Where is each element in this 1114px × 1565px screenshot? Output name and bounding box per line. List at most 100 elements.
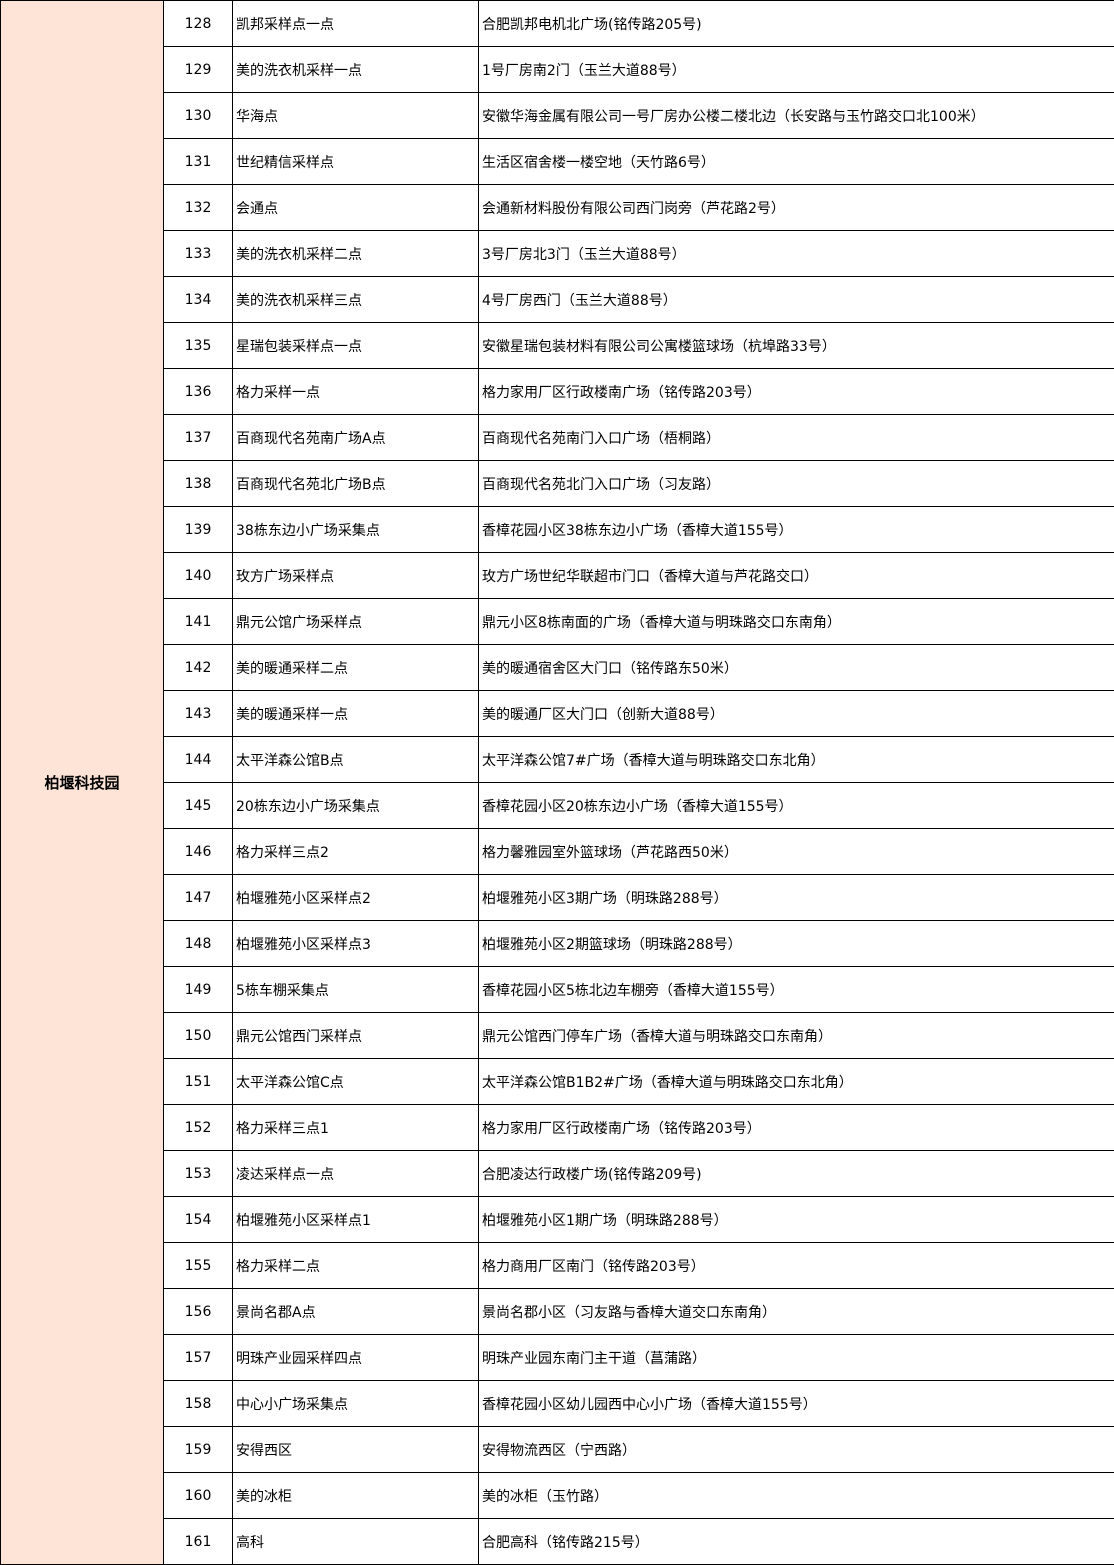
table-row: 156 景尚名郡A点 景尚名郡小区（习友路与香樟大道交口东南角）	[1, 1288, 1114, 1335]
site-name-cell: 世纪精信采样点	[232, 138, 479, 185]
site-name-cell: 鼎元公馆西门采样点	[232, 1012, 479, 1059]
site-name-cell: 美的暖通采样二点	[232, 644, 479, 691]
number-cell: 152	[163, 1104, 233, 1151]
number-cell: 157	[163, 1334, 233, 1381]
table-row: 136 格力采样一点 格力家用厂区行政楼南广场（铭传路203号）	[1, 368, 1114, 415]
address-cell: 香樟花园小区5栋北边车棚旁（香樟大道155号）	[478, 966, 1114, 1013]
number-cell: 144	[163, 736, 233, 783]
address-cell: 生活区宿舍楼一楼空地（天竹路6号）	[478, 138, 1114, 185]
address-cell: 太平洋森公馆B1B2#广场（香樟大道与明珠路交口东北角）	[478, 1058, 1114, 1105]
number-cell: 161	[163, 1518, 233, 1565]
table-row: 131 世纪精信采样点 生活区宿舍楼一楼空地（天竹路6号）	[1, 138, 1114, 185]
site-name-cell: 5栋车棚采集点	[232, 966, 479, 1013]
table-row: 152 格力采样三点1 格力家用厂区行政楼南广场（铭传路203号）	[1, 1104, 1114, 1151]
address-cell: 合肥凯邦电机北广场(铭传路205号)	[478, 0, 1114, 47]
address-cell: 百商现代名苑南门入口广场（梧桐路）	[478, 414, 1114, 461]
number-cell: 134	[163, 276, 233, 323]
table-row: 160 美的冰柜 美的冰柜（玉竹路）	[1, 1472, 1114, 1519]
site-name-cell: 百商现代名苑南广场A点	[232, 414, 479, 461]
table-row: 133 美的洗衣机采样二点 3号厂房北3门（玉兰大道88号）	[1, 230, 1114, 277]
site-name-cell: 会通点	[232, 184, 479, 231]
address-cell: 香樟花园小区幼儿园西中心小广场（香樟大道155号）	[478, 1380, 1114, 1427]
number-cell: 150	[163, 1012, 233, 1059]
number-cell: 154	[163, 1196, 233, 1243]
table-row: 154 柏堰雅苑小区采样点1 柏堰雅苑小区1期广场（明珠路288号）	[1, 1196, 1114, 1243]
address-cell: 格力馨雅园室外篮球场（芦花路西50米）	[478, 828, 1114, 875]
site-name-cell: 38栋东边小广场采集点	[232, 506, 479, 553]
number-cell: 160	[163, 1472, 233, 1519]
address-cell: 安徽星瑞包装材料有限公司公寓楼篮球场（杭埠路33号）	[478, 322, 1114, 369]
table-row: 134 美的洗衣机采样三点 4号厂房西门（玉兰大道88号）	[1, 276, 1114, 323]
table-row: 138 百商现代名苑北广场B点 百商现代名苑北门入口广场（习友路）	[1, 460, 1114, 507]
number-cell: 136	[163, 368, 233, 415]
number-cell: 135	[163, 322, 233, 369]
site-name-cell: 美的洗衣机采样二点	[232, 230, 479, 277]
site-name-cell: 中心小广场采集点	[232, 1380, 479, 1427]
table-row: 139 38栋东边小广场采集点 香樟花园小区38栋东边小广场（香樟大道155号）	[1, 506, 1114, 553]
address-cell: 太平洋森公馆7#广场（香樟大道与明珠路交口东北角）	[478, 736, 1114, 783]
site-name-cell: 美的暖通采样一点	[232, 690, 479, 737]
number-cell: 130	[163, 92, 233, 139]
site-name-cell: 高科	[232, 1518, 479, 1565]
address-cell: 合肥高科（铭传路215号）	[478, 1518, 1114, 1565]
site-name-cell: 柏堰雅苑小区采样点2	[232, 874, 479, 921]
table-row: 149 5栋车棚采集点 香樟花园小区5栋北边车棚旁（香樟大道155号）	[1, 966, 1114, 1013]
number-cell: 145	[163, 782, 233, 829]
site-name-cell: 凯邦采样点一点	[232, 0, 479, 47]
table-row: 153 凌达采样点一点 合肥凌达行政楼广场(铭传路209号)	[1, 1150, 1114, 1197]
number-cell: 140	[163, 552, 233, 599]
address-cell: 1号厂房南2门（玉兰大道88号）	[478, 46, 1114, 93]
address-cell: 柏堰雅苑小区1期广场（明珠路288号）	[478, 1196, 1114, 1243]
table-row: 142 美的暖通采样二点 美的暖通宿舍区大门口（铭传路东50米）	[1, 644, 1114, 691]
number-cell: 156	[163, 1288, 233, 1335]
site-name-cell: 格力采样一点	[232, 368, 479, 415]
address-cell: 安得物流西区（宁西路）	[478, 1426, 1114, 1473]
address-cell: 美的暖通宿舍区大门口（铭传路东50米）	[478, 644, 1114, 691]
table-row: 141 鼎元公馆广场采样点 鼎元小区8栋南面的广场（香樟大道与明珠路交口东南角）	[1, 598, 1114, 645]
table-row: 155 格力采样二点 格力商用厂区南门（铭传路203号）	[1, 1242, 1114, 1289]
site-name-cell: 明珠产业园采样四点	[232, 1334, 479, 1381]
table-row: 161 高科 合肥高科（铭传路215号）	[1, 1518, 1114, 1565]
address-cell: 香樟花园小区38栋东边小广场（香樟大道155号）	[478, 506, 1114, 553]
number-cell: 132	[163, 184, 233, 231]
site-name-cell: 美的洗衣机采样一点	[232, 46, 479, 93]
site-name-cell: 百商现代名苑北广场B点	[232, 460, 479, 507]
site-name-cell: 美的冰柜	[232, 1472, 479, 1519]
number-cell: 147	[163, 874, 233, 921]
table-row: 129 美的洗衣机采样一点 1号厂房南2门（玉兰大道88号）	[1, 46, 1114, 93]
address-cell: 玫方广场世纪华联超市门口（香樟大道与芦花路交口）	[478, 552, 1114, 599]
site-name-cell: 凌达采样点一点	[232, 1150, 479, 1197]
site-name-cell: 景尚名郡A点	[232, 1288, 479, 1335]
table-row: 146 格力采样三点2 格力馨雅园室外篮球场（芦花路西50米）	[1, 828, 1114, 875]
address-cell: 合肥凌达行政楼广场(铭传路209号)	[478, 1150, 1114, 1197]
site-name-cell: 格力采样三点1	[232, 1104, 479, 1151]
number-cell: 159	[163, 1426, 233, 1473]
number-cell: 143	[163, 690, 233, 737]
site-name-cell: 美的洗衣机采样三点	[232, 276, 479, 323]
table-row: 145 20栋东边小广场采集点 香樟花园小区20栋东边小广场（香樟大道155号）	[1, 782, 1114, 829]
address-cell: 格力商用厂区南门（铭传路203号）	[478, 1242, 1114, 1289]
number-cell: 153	[163, 1150, 233, 1197]
site-name-cell: 20栋东边小广场采集点	[232, 782, 479, 829]
table-row: 132 会通点 会通新材料股份有限公司西门岗旁（芦花路2号）	[1, 184, 1114, 231]
number-cell: 148	[163, 920, 233, 967]
number-cell: 138	[163, 460, 233, 507]
table-row: 157 明珠产业园采样四点 明珠产业园东南门主干道（菖蒲路）	[1, 1334, 1114, 1381]
number-cell: 133	[163, 230, 233, 277]
number-cell: 155	[163, 1242, 233, 1289]
site-name-cell: 玫方广场采样点	[232, 552, 479, 599]
table-row: 143 美的暖通采样一点 美的暖通厂区大门口（创新大道88号）	[1, 690, 1114, 737]
address-cell: 美的暖通厂区大门口（创新大道88号）	[478, 690, 1114, 737]
address-cell: 3号厂房北3门（玉兰大道88号）	[478, 230, 1114, 277]
number-cell: 142	[163, 644, 233, 691]
site-name-cell: 星瑞包装采样点一点	[232, 322, 479, 369]
table-row: 148 柏堰雅苑小区采样点3 柏堰雅苑小区2期篮球场（明珠路288号）	[1, 920, 1114, 967]
table-row: 140 玫方广场采样点 玫方广场世纪华联超市门口（香樟大道与芦花路交口）	[1, 552, 1114, 599]
address-cell: 美的冰柜（玉竹路）	[478, 1472, 1114, 1519]
table-row: 159 安得西区 安得物流西区（宁西路）	[1, 1426, 1114, 1473]
number-cell: 131	[163, 138, 233, 185]
address-cell: 格力家用厂区行政楼南广场（铭传路203号）	[478, 1104, 1114, 1151]
table-row: 137 百商现代名苑南广场A点 百商现代名苑南门入口广场（梧桐路）	[1, 414, 1114, 461]
